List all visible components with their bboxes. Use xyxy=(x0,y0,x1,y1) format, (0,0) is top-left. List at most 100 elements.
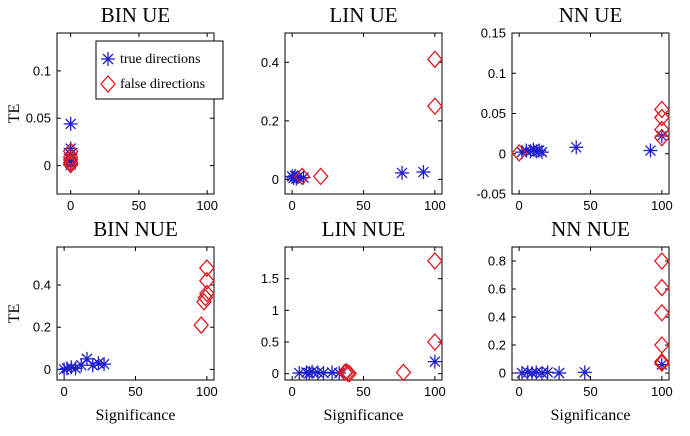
x-axis-label: Significance xyxy=(96,407,176,424)
y-tick-label: 0 xyxy=(272,172,279,187)
x-tick-label: 50 xyxy=(132,198,146,213)
true-direction-point xyxy=(97,357,112,372)
y-tick-label: 0.8 xyxy=(488,254,506,269)
true-direction-point xyxy=(577,365,592,380)
y-tick-label: 0 xyxy=(499,146,506,161)
false-direction-point xyxy=(653,352,670,371)
true-direction-point xyxy=(316,366,331,381)
y-tick-label: 0.2 xyxy=(488,338,506,353)
axes-box xyxy=(511,32,670,195)
panel-6: NN NUE 0 50 100 0 0.2 0.4 0.6 0.8 Significance xyxy=(488,217,673,424)
true-direction-point xyxy=(416,165,431,180)
y-tick-label: 0.2 xyxy=(261,113,279,128)
false-direction-point xyxy=(426,333,443,351)
false-direction-point xyxy=(653,252,670,270)
false-direction-point xyxy=(62,150,79,169)
y-axis-label: TE xyxy=(6,104,23,124)
y-tick-label: 0.4 xyxy=(488,310,506,325)
false-direction-point xyxy=(653,303,670,322)
legend: true directions false directions xyxy=(95,40,224,100)
false-direction-point xyxy=(653,336,670,354)
panel-title: LIN UE xyxy=(329,3,397,27)
false-direction-point xyxy=(198,284,215,303)
axes-box xyxy=(56,246,215,381)
y-tick-label: -0.05 xyxy=(476,187,506,202)
y-tick-label: 0.15 xyxy=(481,26,506,41)
axes-box xyxy=(511,246,670,381)
y-tick-label: 0 xyxy=(44,362,51,377)
false-direction-point xyxy=(511,143,528,162)
false-direction-point xyxy=(426,50,443,69)
y-tick-label: 0.5 xyxy=(261,335,279,350)
panel-title: LIN NUE xyxy=(322,217,405,241)
false-direction-point xyxy=(193,316,210,335)
y-tick-label: 0.4 xyxy=(261,55,279,70)
y-tick-label: 0.6 xyxy=(488,282,506,297)
false-direction-point xyxy=(294,167,310,186)
y-tick-label: 0 xyxy=(499,366,506,381)
y-tick-label: 0.4 xyxy=(33,278,51,293)
panel-5: LIN NUE 0 50 100 0 0.5 1 1.5 Significance xyxy=(261,217,446,424)
panel-title: BIN NUE xyxy=(93,217,178,241)
legend-false-marker xyxy=(100,75,116,93)
x-tick-label: 50 xyxy=(583,384,597,399)
false-direction-point xyxy=(395,363,412,382)
false-direction-point xyxy=(653,108,670,127)
false-direction-point xyxy=(62,148,79,167)
true-direction-point xyxy=(427,354,442,369)
x-tick-label: 0 xyxy=(516,198,523,213)
false-direction-point xyxy=(426,251,443,270)
true-direction-point xyxy=(85,358,100,373)
x-tick-label: 0 xyxy=(516,384,523,399)
panel-4: BIN NUE 0 50 100 0 0.2 0.4 TE Significance xyxy=(6,217,218,424)
x-tick-label: 0 xyxy=(289,198,296,213)
panel-1: BIN UE 0 50 100 0 0.05 0.1 TE true directions fal… xyxy=(6,3,224,213)
x-tick-label: 50 xyxy=(356,384,370,399)
x-tick-label: 100 xyxy=(651,384,673,399)
x-axis-label: Significance xyxy=(324,407,404,424)
true-direction-point xyxy=(643,143,658,158)
x-tick-label: 50 xyxy=(356,198,370,213)
panel-2: LIN UE 0 50 100 0 0.2 0.4 xyxy=(261,3,446,213)
false-direction-point xyxy=(653,354,670,373)
false-direction-point xyxy=(312,167,329,186)
axes-box xyxy=(284,32,443,195)
y-tick-label: 0 xyxy=(272,366,279,381)
x-tick-label: 0 xyxy=(61,384,68,399)
y-tick-label: 0.05 xyxy=(26,111,51,126)
legend-box xyxy=(95,40,224,100)
legend-label-true: true directions xyxy=(120,52,200,67)
y-tick-label: 0.2 xyxy=(33,320,51,335)
true-direction-point xyxy=(63,116,78,131)
panel-title: BIN UE xyxy=(101,3,170,27)
legend-label-false: false directions xyxy=(120,77,205,92)
y-axis-label: TE xyxy=(6,304,23,324)
true-direction-point xyxy=(68,361,83,376)
y-tick-label: 1 xyxy=(272,303,279,318)
legend-true-marker xyxy=(101,52,115,66)
false-direction-point xyxy=(653,278,670,297)
y-tick-label: 0.1 xyxy=(33,63,51,78)
axes-box xyxy=(284,246,443,381)
x-tick-label: 100 xyxy=(651,198,673,213)
false-direction-point xyxy=(198,259,215,278)
x-tick-label: 50 xyxy=(128,384,142,399)
x-tick-label: 50 xyxy=(583,198,597,213)
false-direction-point xyxy=(339,364,356,383)
panel-title: NN UE xyxy=(559,3,623,27)
x-tick-label: 0 xyxy=(289,384,296,399)
false-direction-point xyxy=(341,364,358,383)
x-tick-label: 100 xyxy=(196,384,218,399)
false-direction-point xyxy=(653,128,670,147)
x-tick-label: 0 xyxy=(67,198,74,213)
x-axis-label: Significance xyxy=(551,407,631,424)
true-direction-point xyxy=(569,140,584,155)
false-direction-point xyxy=(62,155,79,174)
true-direction-point xyxy=(534,145,549,160)
false-direction-point xyxy=(62,142,79,161)
x-tick-label: 100 xyxy=(424,198,446,213)
true-direction-point xyxy=(540,365,555,380)
false-direction-point xyxy=(653,120,670,139)
y-tick-label: 0.05 xyxy=(481,106,506,121)
